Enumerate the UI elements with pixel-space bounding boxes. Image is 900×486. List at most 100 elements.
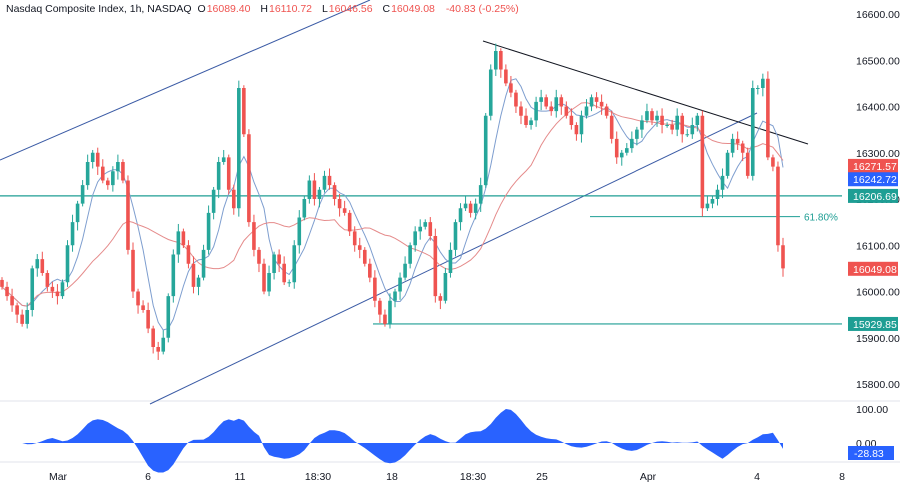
candle-body <box>176 231 181 255</box>
candle-body <box>383 314 387 324</box>
candle-body <box>292 245 297 283</box>
price-tick-label: 16400.00 <box>856 102 900 114</box>
candle-body <box>121 162 125 181</box>
oscillator-pane: 100.000.00-28.83 <box>2 404 894 473</box>
candle-body <box>695 115 700 125</box>
candles <box>0 43 785 360</box>
candle-body <box>468 203 473 213</box>
candle-body <box>544 97 548 107</box>
time-tick-label: 6 <box>145 471 151 483</box>
price-tick-label: 16300.00 <box>856 148 900 160</box>
candle-body <box>756 88 760 89</box>
candle-body <box>186 245 191 264</box>
candle-body <box>549 106 554 112</box>
candle-body <box>509 83 513 93</box>
candle-body <box>342 208 347 213</box>
price-badge-label: 16242.72 <box>853 174 897 186</box>
candle-body <box>418 226 423 232</box>
candle-body <box>347 212 352 232</box>
candle-body <box>514 92 518 107</box>
candle-body <box>529 120 533 125</box>
candle-body <box>126 180 130 250</box>
candle-body <box>766 78 770 158</box>
candle-body <box>745 152 750 176</box>
price-badge <box>848 158 898 173</box>
candle-body <box>504 69 508 84</box>
time-axis[interactable]: Mar 6 11 18:30 18 18:30 25 Apr 4 8 <box>49 471 845 483</box>
price-tick-label: 16000.00 <box>856 287 900 299</box>
candle-body <box>594 97 599 102</box>
candle-body <box>116 162 120 172</box>
candle-body <box>453 222 458 250</box>
candle-body <box>257 249 261 264</box>
candle-body <box>458 208 463 223</box>
candle-body <box>282 263 286 283</box>
chart-grid <box>0 400 900 463</box>
candle-body <box>584 106 589 116</box>
candle-body <box>564 106 569 116</box>
candle-body <box>534 101 538 121</box>
channel-lower-line <box>149 112 758 405</box>
candle-body <box>398 277 402 292</box>
candle-body <box>589 97 594 107</box>
candle-body <box>625 148 629 153</box>
price-badge <box>848 261 898 276</box>
high-key: H <box>260 3 268 15</box>
candle-body <box>111 171 115 186</box>
candle-body <box>599 101 604 107</box>
low-value: 16046.56 <box>328 3 373 15</box>
candle-body <box>70 222 75 246</box>
candle-body <box>80 185 85 204</box>
open-value: 16089.40 <box>206 3 251 15</box>
price-axis[interactable]: 16600.0016500.0016400.0016300.0016200.00… <box>848 9 900 391</box>
candle-body <box>614 138 619 158</box>
candle-body <box>493 51 498 70</box>
open-key: O <box>197 3 206 15</box>
candle-body <box>171 254 176 297</box>
candle-body <box>715 189 720 199</box>
candle-body <box>136 291 140 306</box>
candle-body <box>332 185 337 199</box>
candle-body <box>206 212 211 250</box>
candle-body <box>327 175 332 186</box>
candle-body <box>473 203 478 213</box>
candle-body <box>438 296 443 301</box>
candle-body <box>771 157 775 167</box>
slow-moving-average <box>1 102 784 307</box>
candle-body <box>388 300 392 324</box>
candle-body <box>740 143 745 153</box>
candle-body <box>519 106 523 116</box>
candle-body <box>15 305 19 315</box>
candle-body <box>428 222 433 236</box>
candle-body <box>700 115 705 209</box>
candle-body <box>488 69 493 116</box>
candle-body <box>322 175 327 190</box>
candle-body <box>151 328 155 347</box>
candle-body <box>423 222 428 227</box>
candle-body <box>45 273 50 287</box>
symbol-header: Nasdaq Composite Index, 1h, NASDAQ O1608… <box>6 3 519 15</box>
oscillator-tick-label: 100.00 <box>856 404 888 416</box>
time-tick-label: 11 <box>235 471 246 483</box>
candle-body <box>448 249 453 273</box>
candle-body <box>705 203 710 209</box>
candle-body <box>191 263 196 287</box>
price-tick-label: 15800.00 <box>856 379 900 391</box>
price-tick-label: 15900.00 <box>856 333 900 345</box>
price-badge <box>848 188 898 203</box>
candle-body <box>635 129 639 139</box>
candle-body <box>443 273 448 301</box>
candle-body <box>665 125 669 126</box>
candle-body <box>267 273 271 292</box>
candle-body <box>373 277 377 301</box>
price-tick-label: 16500.00 <box>856 55 900 67</box>
candle-body <box>211 189 216 213</box>
candle-body <box>574 125 579 135</box>
candle-body <box>302 199 307 218</box>
time-tick-label: 18:30 <box>305 471 331 483</box>
candle-body <box>483 115 488 186</box>
candle-body <box>226 157 231 190</box>
candle-body <box>216 162 221 190</box>
candle-body <box>196 277 201 287</box>
